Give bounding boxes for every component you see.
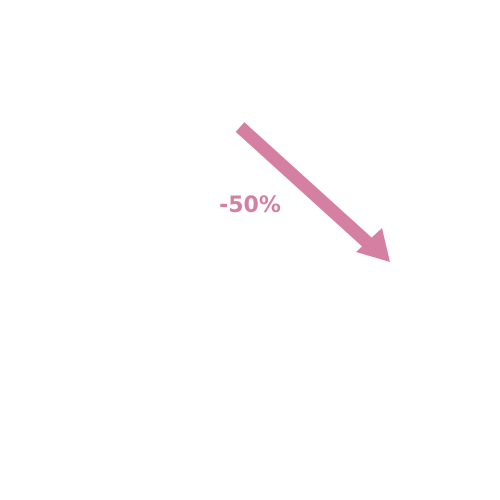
arrow-shaft — [235, 122, 373, 248]
change-label: -50% — [219, 193, 281, 218]
arrow-head — [356, 228, 390, 262]
